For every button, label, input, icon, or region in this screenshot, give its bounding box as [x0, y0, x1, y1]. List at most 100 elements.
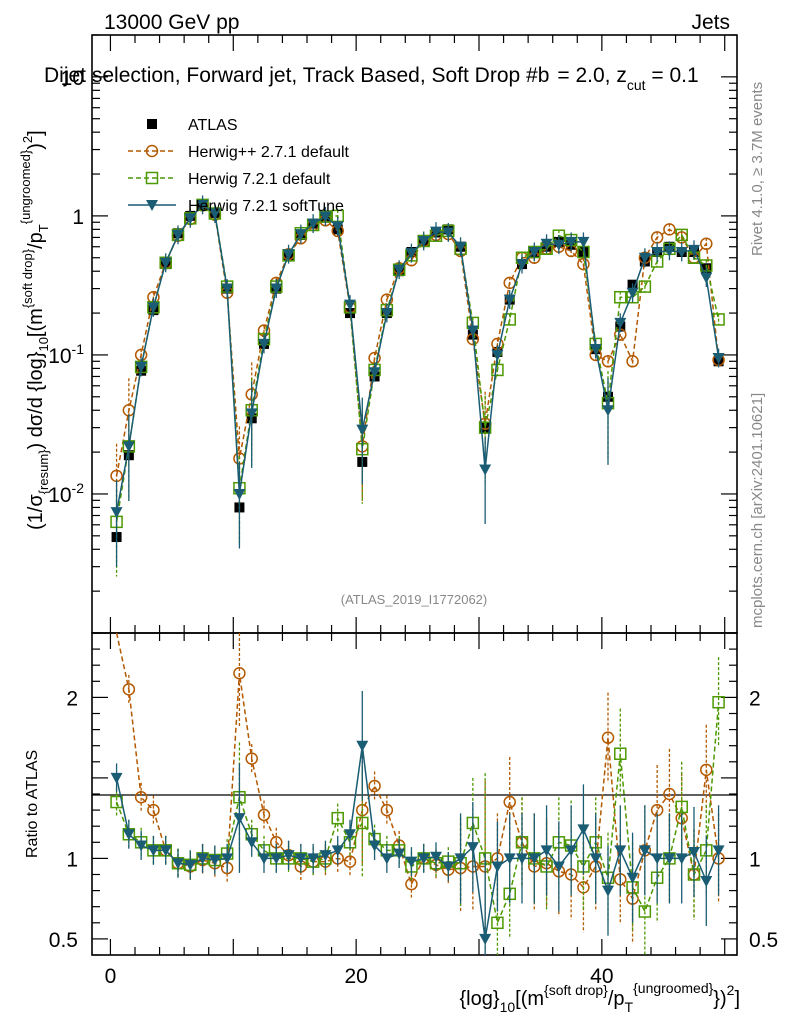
main-point-softtune	[651, 246, 664, 258]
main-point-herwig7	[478, 421, 492, 434]
legend-label-herwigpp: Herwig++ 2.7.1 default	[188, 144, 350, 161]
ratio-point-softtune	[344, 829, 356, 841]
legend-entry-atlas: ATLAS	[147, 117, 238, 134]
main-point-softtune	[688, 244, 700, 256]
main-point-softtune	[663, 245, 676, 257]
legend-label-herwig7: Herwig 7.2.1 default	[188, 171, 331, 188]
ratio-point-softtune	[307, 853, 320, 865]
legend-entry-herwigpp: Herwig++ 2.7.1 default	[128, 144, 350, 161]
ratio-point-herwigpp	[503, 795, 516, 809]
main-point-softtune	[196, 199, 209, 211]
main-point-softtune	[491, 349, 504, 361]
energy-label: 13000 GeV pp	[104, 11, 239, 34]
ratio-point-softtune	[589, 853, 602, 865]
ratio-point-softtune	[540, 845, 553, 857]
main-point-softtune	[442, 227, 455, 239]
series-herwig7	[110, 198, 725, 577]
main-point-herwig7	[503, 313, 516, 326]
ratio-point-softtune	[516, 853, 528, 865]
ratio-point-softtune	[405, 856, 418, 868]
ratio-point-herwig7	[638, 905, 652, 918]
main-point-softtune	[147, 302, 160, 314]
main-point-softtune	[307, 218, 320, 230]
ratio-point-softtune	[430, 851, 442, 863]
plot-title-main: Dijet selection, Forward jet, Track Base…	[44, 64, 549, 87]
ratio-point-softtune	[712, 845, 725, 857]
main-point-herwig7	[491, 363, 504, 377]
main-point-softtune	[602, 405, 614, 417]
legend-marker-atlas	[147, 119, 157, 129]
ratio-point-softtune	[675, 853, 688, 865]
plot-title: Dijet selection, Forward jet, Track Base…	[44, 64, 699, 93]
ratio-point-herwigpp	[233, 667, 246, 680]
legend-entry-herwig7: Herwig 7.2.1 default	[128, 171, 331, 188]
series-layer	[110, 195, 725, 955]
plot-title-sub: cut	[627, 77, 646, 93]
plot-title-end: = 0.1	[646, 64, 699, 87]
main-point-softtune	[614, 317, 627, 329]
legend-entry-softtune: Herwig 7.2.1 softTune	[128, 198, 344, 215]
ratio-y-tick-label: 2	[66, 687, 78, 710]
main-point-softtune	[712, 353, 725, 365]
ratio-point-softtune	[368, 840, 381, 852]
main-point-softtune	[282, 249, 295, 261]
ratio-point-softtune	[208, 855, 221, 867]
ratio-point-softtune	[122, 829, 135, 841]
ratio-point-softtune	[184, 859, 197, 871]
main-point-herwigpp	[577, 257, 590, 271]
main-point-softtune	[405, 248, 418, 260]
ratio-point-herwigpp	[368, 779, 381, 793]
ratio-y-tick-label: 0.5	[49, 929, 78, 952]
main-point-softtune	[479, 464, 492, 476]
main-point-herwig7	[675, 228, 688, 242]
main-y-axis-title: (1/σ{resum}) dσ/d {log}10[(m{soft drop}/…	[18, 130, 51, 530]
main-point-softtune	[135, 361, 148, 373]
legend: ATLAS Herwig++ 2.7.1 default Herwig 7.2.1 …	[128, 117, 350, 215]
main-point-softtune	[270, 283, 283, 295]
ratio-point-herwig7	[614, 747, 627, 760]
ratio-point-herwig7	[675, 800, 688, 814]
ratio-point-softtune	[577, 824, 590, 836]
main-point-softtune	[540, 238, 553, 250]
ratio-point-softtune	[110, 772, 123, 784]
main-point-softtune	[380, 308, 393, 320]
main-y-tick-label: 10-2	[48, 480, 84, 507]
ratio-point-softtune	[294, 853, 307, 865]
main-point-softtune	[528, 246, 541, 258]
x-tick-label: 40	[590, 965, 613, 988]
main-point-softtune	[626, 287, 639, 299]
main-point-softtune	[233, 488, 246, 500]
x-tick-label: 0	[105, 965, 117, 988]
main-point-herwig7	[614, 290, 627, 304]
ratio-point-softtune	[614, 845, 627, 857]
main-point-softtune	[589, 344, 602, 356]
main-point-softtune	[552, 239, 565, 251]
ratio-point-softtune	[393, 848, 406, 860]
ratio-point-softtune	[221, 853, 234, 865]
main-point-softtune	[466, 325, 479, 337]
ratio-point-softtune	[319, 850, 332, 862]
main-y-tick-label: 10	[61, 67, 84, 90]
ratio-point-herwigpp	[343, 855, 357, 868]
main-point-softtune	[110, 507, 123, 519]
ratio-point-herwigpp	[147, 803, 160, 817]
legend-marker-softtune	[146, 200, 158, 211]
ratio-point-herwigpp	[134, 790, 148, 804]
ratio-point-herwigpp	[245, 752, 258, 765]
ratio-point-softtune	[528, 853, 541, 865]
ratio-point-herwig7	[491, 916, 504, 930]
ratio-point-softtune	[258, 853, 270, 865]
main-point-softtune	[245, 408, 258, 420]
ratio-point-softtune	[356, 740, 369, 752]
main-point-softtune	[122, 441, 135, 453]
ratio-point-herwigpp	[257, 808, 271, 822]
main-point-softtune	[208, 208, 221, 220]
ratio-point-herwigpp	[122, 683, 136, 696]
main-point-softtune	[503, 294, 516, 306]
ratio-point-softtune	[135, 840, 148, 852]
x-axis-title: {log}10[(m{soft drop}/pT{ungroomed}})2]	[460, 980, 741, 1015]
ratio-y-axis-title: Ratio to ATLAS	[24, 750, 41, 858]
main-point-softtune	[319, 211, 332, 223]
ratio-point-softtune	[159, 845, 172, 857]
main-point-softtune	[184, 213, 197, 225]
